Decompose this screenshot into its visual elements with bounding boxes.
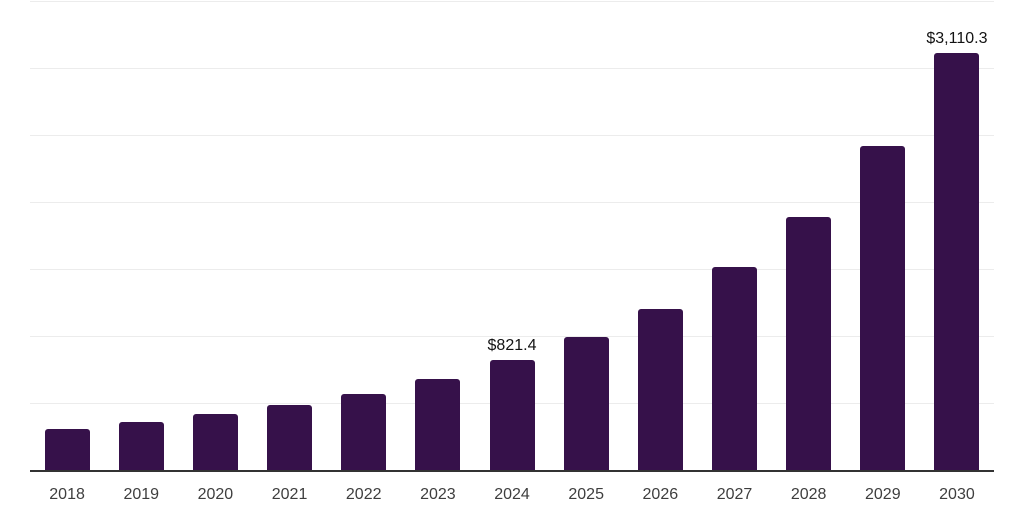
x-tick-label-2022: 2022 [345,486,382,503]
bar-2025 [563,337,609,470]
bar-2019 [118,422,164,470]
data-label-2024: $821.4 [487,336,537,354]
bar-2027 [711,267,757,470]
x-tick-label-2030: 2030 [939,486,975,503]
x-tick-label-2021: 2021 [271,486,308,503]
x-tick-label-2025: 2025 [568,486,604,503]
bar-2018 [44,429,90,470]
gridline-1000 [30,335,994,337]
bar-2020 [192,414,238,470]
x-tick-label-2019: 2019 [123,486,160,503]
bar-2028 [786,216,832,470]
x-tick-label-2024: 2024 [494,486,530,503]
plot-area: $821.4 $3,110.3 [30,0,994,472]
bar-2029 [860,146,906,470]
bar-2023 [415,379,461,470]
x-axis-tick-labels: 2018 2019 2020 2021 2022 2023 2024 2025 2026 2027… [30,472,994,504]
bar-2026 [637,308,683,470]
bar-2024 [489,359,535,470]
gridline-2000 [30,201,994,203]
gridline-3500 [30,0,994,2]
bar-2030 [934,53,980,470]
x-tick-label-2020: 2020 [197,486,234,503]
gridline-1500 [30,268,994,270]
bar-2022 [341,394,387,470]
gridline-3000 [30,67,994,69]
x-tick-label-2018: 2018 [49,486,85,503]
x-tick-label-2026: 2026 [642,486,679,503]
bar-2021 [267,405,313,470]
gridline-2500 [30,134,994,136]
x-tick-label-2023: 2023 [420,486,456,503]
data-label-2030: $3,110.3 [926,30,988,48]
x-tick-label-2027: 2027 [716,486,753,503]
x-tick-label-2028: 2028 [790,486,827,503]
x-tick-label-2029: 2029 [865,486,901,503]
